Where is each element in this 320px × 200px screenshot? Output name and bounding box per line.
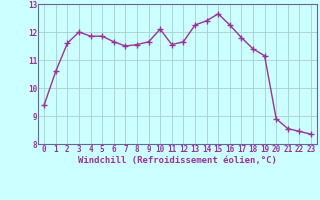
X-axis label: Windchill (Refroidissement éolien,°C): Windchill (Refroidissement éolien,°C) (78, 156, 277, 165)
